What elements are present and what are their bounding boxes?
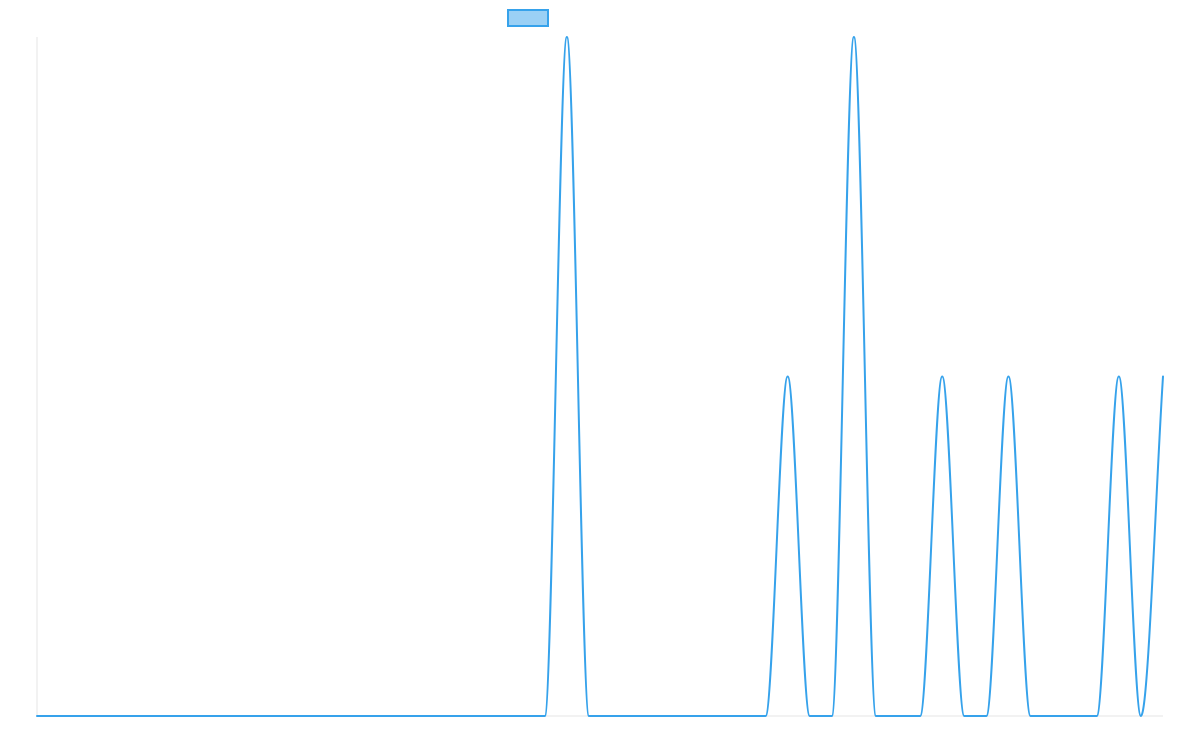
- series-line-0: [36, 36, 1164, 717]
- legend-swatch-0[interactable]: [507, 9, 549, 27]
- series-layer: [36, 36, 1164, 717]
- legend[interactable]: [507, 9, 549, 27]
